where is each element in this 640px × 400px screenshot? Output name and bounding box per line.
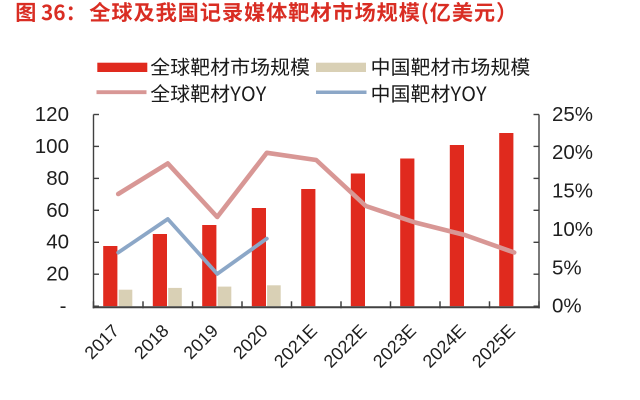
svg-text:15%: 15% <box>552 180 593 203</box>
svg-text:40: 40 <box>46 231 69 254</box>
svg-text:10%: 10% <box>552 218 593 241</box>
svg-text:-: - <box>60 295 67 318</box>
svg-text:60: 60 <box>46 199 69 222</box>
svg-text:120: 120 <box>35 103 69 126</box>
svg-text:0%: 0% <box>552 295 582 318</box>
svg-text:80: 80 <box>46 167 69 190</box>
svg-text:25%: 25% <box>552 103 593 126</box>
svg-text:20: 20 <box>46 263 69 286</box>
svg-text:100: 100 <box>35 135 69 158</box>
svg-text:20%: 20% <box>552 141 593 164</box>
svg-text:5%: 5% <box>552 256 582 279</box>
